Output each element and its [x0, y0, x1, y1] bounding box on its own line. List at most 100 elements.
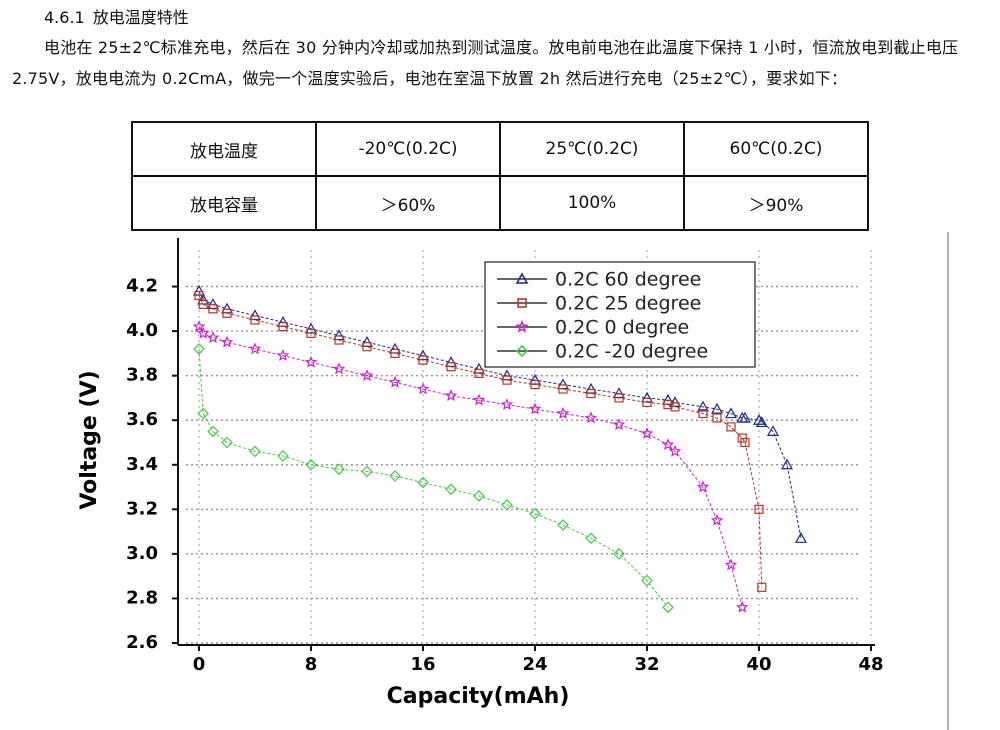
table-cell: 放电温度	[131, 121, 317, 177]
data-point	[556, 378, 570, 390]
data-point	[194, 290, 204, 301]
data-point	[740, 437, 750, 448]
section-heading: 4.6.1 放电温度特性	[44, 4, 197, 28]
data-point	[198, 299, 208, 309]
data-point	[766, 425, 780, 436]
data-point	[472, 393, 486, 406]
data-point	[446, 362, 456, 372]
x-tick-label: 8	[305, 654, 318, 675]
data-point	[197, 407, 210, 420]
legend-label: 0.2C 0 degree	[555, 317, 689, 339]
data-point	[473, 490, 485, 502]
data-point	[696, 480, 710, 493]
data-point	[613, 548, 625, 560]
x-tick-label: 32	[634, 654, 659, 675]
data-point	[248, 342, 262, 355]
data-point	[250, 315, 260, 325]
section-title: 放电温度特性	[92, 8, 189, 27]
table-cell: -20℃(0.2C)	[315, 121, 501, 177]
y-tick-label: 2.6	[126, 632, 158, 653]
data-point	[333, 463, 345, 476]
table-row: 放电温度 -20℃(0.2C) 25℃(0.2C) 60℃(0.2C)	[131, 121, 869, 177]
data-point	[726, 422, 736, 432]
data-point	[222, 308, 232, 318]
data-point	[586, 388, 596, 399]
data-point	[306, 328, 316, 338]
data-point	[501, 499, 513, 511]
data-point	[724, 407, 738, 419]
data-point	[663, 400, 673, 410]
data-point	[738, 411, 752, 423]
legend-marker	[515, 344, 529, 358]
data-point	[417, 476, 429, 489]
data-point	[640, 391, 654, 403]
data-point	[192, 320, 206, 332]
x-tick-label: 48	[858, 654, 883, 675]
data-point	[735, 600, 749, 613]
series-line	[198, 295, 763, 588]
y-tick-label: 3.2	[126, 498, 158, 519]
data-point	[388, 375, 402, 388]
data-point	[556, 406, 570, 419]
legend-marker	[515, 272, 529, 284]
y-tick-label: 2.8	[126, 587, 158, 608]
data-point	[661, 438, 675, 451]
data-point	[710, 513, 724, 526]
data-point	[584, 382, 598, 394]
data-point	[334, 335, 344, 345]
series-line	[198, 326, 743, 608]
x-tick-label: 40	[746, 654, 771, 675]
data-point	[206, 331, 220, 344]
data-point	[668, 444, 682, 457]
data-point	[416, 382, 430, 395]
data-point	[390, 348, 400, 358]
data-point	[754, 504, 764, 514]
data-point	[193, 343, 205, 355]
data-point	[670, 402, 680, 412]
y-tick-label: 3.4	[126, 454, 158, 475]
data-point	[474, 368, 484, 379]
x-tick-label: 24	[522, 654, 547, 675]
spec-table: 放电温度 -20℃(0.2C) 25℃(0.2C) 60℃(0.2C) 放电容量…	[131, 121, 869, 231]
table-cell: 25℃(0.2C)	[499, 121, 685, 177]
data-point	[662, 601, 674, 614]
legend-marker	[515, 319, 529, 333]
data-point	[755, 416, 768, 428]
data-point	[710, 402, 724, 414]
data-point	[208, 304, 218, 314]
data-point	[332, 362, 346, 375]
table-row: 放电容量 ＞60% 100% ＞90%	[131, 175, 869, 231]
data-point	[712, 413, 722, 423]
table-cell: 100%	[499, 175, 685, 231]
data-point	[500, 398, 514, 410]
data-point	[528, 402, 542, 415]
table-cell: 放电容量	[131, 175, 317, 231]
data-point	[192, 284, 206, 296]
data-point	[794, 532, 808, 543]
series-line	[198, 348, 669, 608]
data-point	[207, 425, 219, 438]
data-point	[389, 470, 401, 482]
y-tick-label: 3.0	[126, 543, 158, 564]
data-point	[445, 483, 457, 496]
data-point	[641, 574, 653, 587]
data-point	[361, 465, 373, 478]
paragraph: 电池在 25±2℃标准充电，然后在 30 分钟内冷却或加热到测试温度。放电前电池…	[12, 38, 959, 88]
data-point	[220, 335, 234, 348]
data-point	[500, 369, 514, 381]
legend-marker	[517, 298, 527, 308]
data-point	[614, 393, 624, 403]
table-cell: 60℃(0.2C)	[683, 121, 869, 177]
y-tick-label: 3.8	[126, 365, 158, 386]
data-point	[276, 349, 290, 361]
legend-label: 0.2C -20 degree	[555, 341, 708, 363]
data-point	[752, 413, 766, 425]
data-point	[221, 436, 233, 449]
data-point	[502, 375, 512, 385]
x-axis-label: Capacity(mAh)	[387, 684, 570, 709]
data-point	[278, 322, 288, 332]
data-point	[248, 309, 262, 321]
data-point	[360, 369, 374, 381]
